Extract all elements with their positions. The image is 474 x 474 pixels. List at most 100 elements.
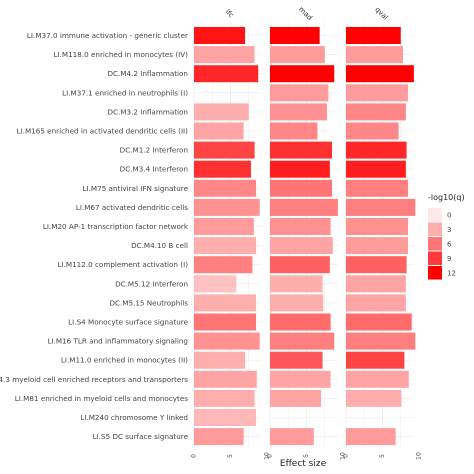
bar-mad [270,370,331,388]
category-label: LI.M20 AP-1 transcription factor network [43,222,189,231]
x-tick-label: 10 [340,452,347,460]
bar-lfc [194,46,255,64]
category-label: LI.M16 TLR and inflammatory signaling [48,337,189,346]
legend-label: 0 [447,211,451,219]
legend-label: 9 [447,255,451,263]
bar-qval [346,389,402,407]
bar-lfc [194,370,257,388]
bar-lfc [194,160,251,178]
bar-lfc [194,313,257,331]
x-tick-label: 5 [303,454,310,458]
bar-qval [346,275,406,293]
legend-key [428,237,442,251]
bar-lfc [194,332,260,350]
bar-mad [270,122,318,140]
bar-lfc [194,237,257,255]
bar-lfc [194,179,257,197]
legend-label: 12 [447,269,456,277]
bar-mad [270,218,331,235]
bar-lfc [194,27,246,44]
category-label: LI.M37.0 immune activation - generic clu… [27,31,188,40]
category-label: DC.M3.4 Interferon [120,165,188,174]
bar-qval [346,294,406,312]
legend: -log10(q) 0 3 6 9 12 [428,193,465,280]
category-label: LI.M75 antiviral IFN signature [83,184,189,193]
bar-qval [346,370,409,388]
bar-mad [270,65,335,83]
category-label: LI.M4.3 myeloid cell enriched receptors … [0,375,188,384]
bar-qval [346,103,406,121]
bar-lfc [194,275,237,293]
bar-mad [270,332,335,350]
x-tick-labels: 0 5 100 5 100 5 10 [191,452,423,460]
bar-mad [270,27,320,44]
legend-title: -log10(q) [428,193,465,202]
category-label: LI.M112.0 complement activation (I) [58,260,189,269]
bar-qval [346,218,409,235]
category-label: LI.M118.0 enriched in monocytes (IV) [54,50,189,59]
bar-qval [346,179,409,197]
bar-lfc [194,141,255,159]
bar-qval [346,256,407,274]
facet-title-lfc: lfc [224,8,236,20]
bars [194,27,416,446]
bar-mad [270,313,331,331]
category-labels: LI.M37.0 immune activation - generic clu… [0,31,189,441]
bar-lfc [194,65,259,83]
bar-mad [270,103,327,121]
bar-lfc [194,428,244,446]
bar-qval [346,198,416,216]
x-tick-label: 0 [191,454,198,458]
legend-key [428,222,442,236]
category-label: LI.M240 chromosome Y linked [80,413,188,422]
bar-qval [346,46,403,64]
bar-qval [346,237,409,255]
bar-mad [270,275,323,293]
legend-label: 3 [447,226,451,234]
category-label: DC.M4.2 Inflammation [107,69,188,78]
bar-qval [346,313,412,331]
bar-mad [270,84,329,102]
bar-mad [270,428,314,446]
bar-qval [346,332,416,350]
legend-key [428,266,442,280]
x-axis-title: Effect size [280,459,327,469]
facet-title-mad: mad [297,5,314,22]
category-label: LI.M37.1 enriched in neutrophils (I) [62,88,188,97]
legend-key [428,208,442,222]
facet-title-qval: qval [373,6,389,22]
bar-qval [346,122,399,140]
bar-lfc [194,122,244,140]
category-label: DC.M3.2 Inflammation [107,107,188,116]
bar-mad [270,351,323,369]
bar-qval [346,351,405,369]
bar-qval [346,65,414,83]
bar-lfc [194,198,260,216]
category-label: DC.M4.10 B cell [131,241,188,250]
x-tick-label: 10 [264,452,271,460]
bar-qval [346,27,401,44]
category-label: DC.M1.2 Interferon [120,146,188,155]
x-tick-label: 0 [343,454,350,458]
x-tick-label: 10 [416,452,423,460]
bar-lfc [194,389,255,407]
x-tick-label: 5 [227,454,234,458]
category-label: LI.M165 enriched in activated dendritic … [17,127,189,136]
category-label: LI.M81 enriched in myeloid cells and mon… [15,394,188,403]
category-label: LI.M67 activated dendritic cells [76,203,188,212]
category-label: LI.S4 Monocyte surface signature [68,318,188,327]
bar-lfc [194,409,257,426]
bar-qval [346,141,407,159]
category-label: DC.M5.12 Interferon [115,279,188,288]
bar-mad [270,141,333,159]
bar-lfc [194,103,249,121]
x-tick-label: 5 [379,454,386,458]
category-label: LI.S5 DC surface signature [93,432,189,441]
bar-lfc [194,256,253,274]
bar-qval [346,84,409,102]
bar-mad [270,389,322,407]
bar-mad [270,256,330,274]
bar-lfc [194,218,254,235]
bar-mad [270,198,338,216]
